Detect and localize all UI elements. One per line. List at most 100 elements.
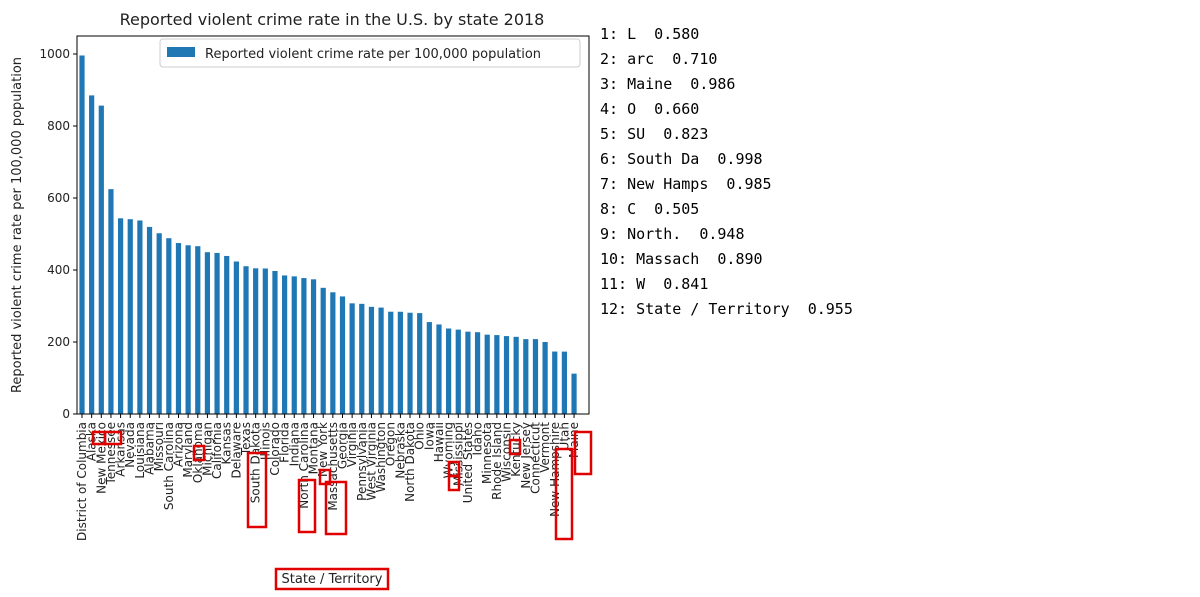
x-tick-label: Delaware [229,422,243,479]
ocr-box [573,430,593,476]
ocr-index: 12: [600,300,637,318]
bar [426,322,432,414]
x-tick-label: New Jersey [519,422,533,489]
bar [98,105,104,415]
ocr-text: W [636,275,646,293]
y-tick-label: 800 [47,119,70,133]
ocr-index: 4: [600,100,628,118]
x-tick-label: California [210,422,224,479]
ocr-box [508,438,522,456]
bar [301,278,307,414]
bar [320,287,326,414]
x-tick-label: Idaho [471,422,485,455]
ocr-result-row: 7: New Hamps 0.985 [600,172,853,197]
y-tick-label: 0 [62,407,70,421]
x-tick-label: Tennessee [104,422,118,486]
y-tick-label: 400 [47,263,70,277]
ocr-result-row: 11: W 0.841 [600,272,853,297]
x-tick-label: Connecticut [528,422,542,494]
x-tick-label: Michigan [200,422,214,476]
ocr-box [297,478,317,534]
ocr-text: Maine [627,75,673,93]
ocr-box [274,567,390,591]
ocr-result-row: 2: arc 0.710 [600,47,853,72]
bar [195,246,201,414]
x-tick-label: South Dakota [249,422,263,503]
ocr-index: 5: [600,125,628,143]
bar [571,373,577,414]
ocr-box [447,474,461,492]
ocr-score: 0.890 [699,250,763,268]
x-tick-label: Vermont [538,422,552,473]
x-tick-label: District of Columbia [75,422,89,541]
ocr-index: 8: [600,200,628,218]
ocr-result-row: 1: L 0.580 [600,22,853,47]
bar [117,218,124,414]
ocr-index: 7: [600,175,628,193]
ocr-score: 0.986 [672,75,736,93]
ocr-index: 6: [600,150,628,168]
bar [378,307,384,414]
x-tick-label: Louisiana [133,422,147,479]
ocr-score: 0.841 [645,275,709,293]
ocr-score: 0.505 [636,200,700,218]
ocr-score: 0.948 [681,225,745,243]
bar [156,233,162,414]
bar [368,306,375,414]
ocr-box [554,447,574,541]
bar [214,252,220,414]
y-axis: 0 200 400 600 800 1000 [39,47,77,421]
legend: Reported violent crime rate per 100,000 … [159,38,581,68]
ocr-text: New Hamps [627,175,709,193]
bar [359,303,365,414]
bar [474,332,481,414]
ocr-index: 1: [600,25,628,43]
bar [523,339,529,414]
x-tick-label: Utah [557,422,571,450]
ocr-score: 0.710 [654,50,718,68]
ocr-results-list: 1: L 0.580 2: arc 0.710 3: Maine 0.986 4: O… [600,22,853,322]
y-tick-label: 600 [47,191,70,205]
x-tick-label: Pennsylvania [355,422,369,501]
ocr-result-row: 5: SU 0.823 [600,122,853,147]
y-tick-label: 200 [47,335,70,349]
bar [455,329,461,414]
bar [513,336,519,414]
bar [552,351,558,414]
bar [465,331,471,414]
ocr-text: L [627,25,637,43]
x-tick-label: Georgia [335,422,349,469]
x-tick-label: Kentucky [509,422,523,477]
ocr-score: 0.955 [789,300,853,318]
x-tick-label: Oklahoma [191,422,205,483]
x-tick-label: Nevada [123,422,137,468]
x-tick-label: Wyoming [442,422,456,478]
x-tick-label: Oregon [384,422,398,466]
legend-box [159,38,581,68]
bar [291,276,297,414]
ocr-result-row: 4: O 0.660 [600,97,853,122]
bar [185,245,191,414]
bar [108,189,114,414]
bar [339,296,346,414]
ocr-score: 0.985 [708,175,772,193]
legend-swatch [167,47,195,57]
bar [79,55,85,414]
x-tick-label: Montana [307,422,321,474]
ocr-score: 0.660 [636,100,700,118]
bar [137,220,143,414]
ocr-box [192,444,206,462]
bar [397,311,403,414]
ocr-box [246,451,268,529]
ocr-text: North. [627,225,682,243]
ocr-index: 3: [600,75,628,93]
x-tick-label: Massachusetts [326,422,340,511]
ocr-box [103,430,123,446]
ocr-text: arc [627,50,655,68]
bar [542,342,548,414]
bar [349,303,355,414]
ocr-text: South Da [627,150,700,168]
ocr-result-row: 6: South Da 0.998 [600,147,853,172]
x-tick-label: Kansas [220,422,234,464]
x-tick-label: Rhode Island [490,422,504,500]
